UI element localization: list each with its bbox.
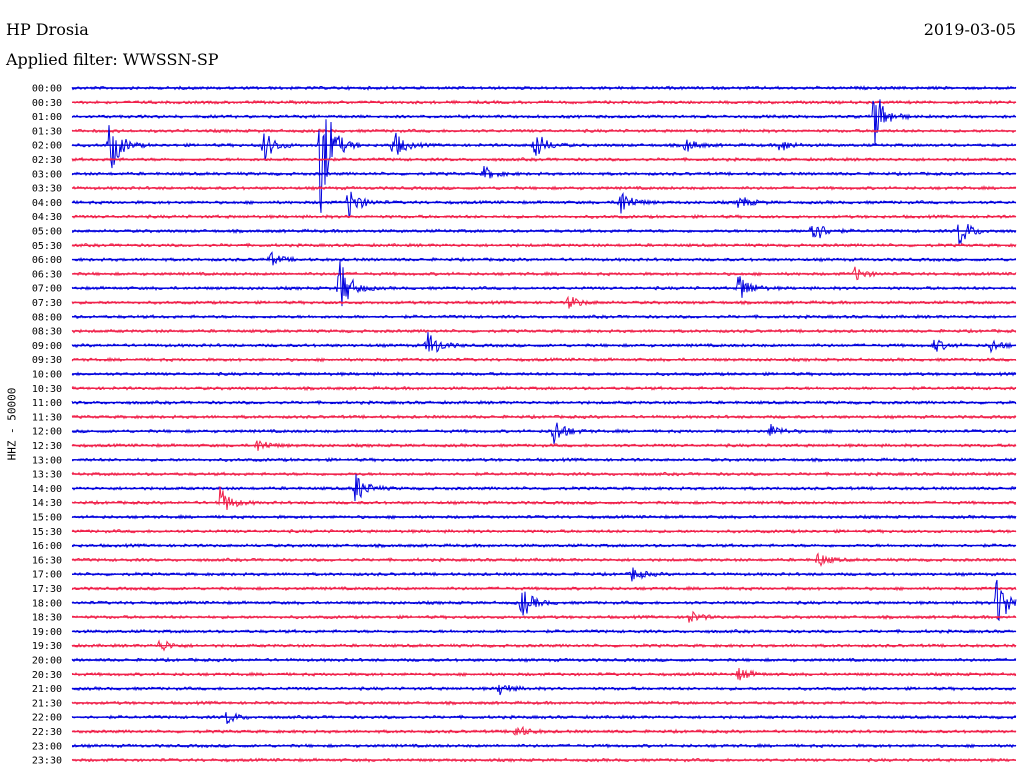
time-tick-label: 02:00: [32, 141, 62, 152]
time-tick-label: 11:30: [32, 412, 62, 423]
time-tick-label: 05:30: [32, 241, 62, 252]
time-tick-label: 18:00: [32, 598, 62, 609]
time-tick-label: 22:00: [32, 713, 62, 724]
time-tick-label: 08:30: [32, 327, 62, 338]
seismic-trace-0500: [71, 224, 1017, 245]
time-tick-label: 01:30: [32, 126, 62, 137]
time-tick-label: 18:30: [32, 613, 62, 624]
seismic-trace-2200: [71, 712, 1017, 724]
time-tick-label: 03:30: [32, 184, 62, 195]
station-title: HP Drosia: [6, 20, 89, 39]
seismic-trace-0700: [71, 261, 1017, 307]
time-tick-label: 23:30: [32, 756, 62, 767]
time-tick-label: 03:00: [32, 169, 62, 180]
date-label: 2019-03-05: [923, 20, 1016, 39]
time-tick-label: 16:30: [32, 555, 62, 566]
seismic-trace-1200: [71, 422, 1017, 444]
time-tick-label: 13:30: [32, 470, 62, 481]
time-tick-label: 00:00: [32, 84, 62, 95]
time-tick-label: 07:30: [32, 298, 62, 309]
time-tick-label: 05:00: [32, 227, 62, 238]
time-tick-label: 17:30: [32, 584, 62, 595]
time-tick-label: 06:00: [32, 255, 62, 266]
time-tick-label: 17:00: [32, 570, 62, 581]
time-tick-label: 06:30: [32, 269, 62, 280]
time-tick-label: 22:30: [32, 727, 62, 738]
time-tick-label: 20:30: [32, 670, 62, 681]
time-tick-label: 13:00: [32, 455, 62, 466]
time-tick-label: 11:00: [32, 398, 62, 409]
seismic-trace-0900: [71, 332, 1017, 354]
time-tick-label: 04:30: [32, 212, 62, 223]
time-tick-label: 14:00: [32, 484, 62, 495]
time-tick-label: 19:30: [32, 641, 62, 652]
time-tick-label: 12:30: [32, 441, 62, 452]
time-tick-label: 10:00: [32, 370, 62, 381]
time-tick-label: 12:00: [32, 427, 62, 438]
time-tick-label: 10:30: [32, 384, 62, 395]
time-tick-label: 01:00: [32, 112, 62, 123]
time-tick-label: 14:30: [32, 498, 62, 509]
time-tick-label: 19:00: [32, 627, 62, 638]
time-tick-label: 04:00: [32, 198, 62, 209]
time-tick-label: 00:30: [32, 98, 62, 109]
seismic-trace-0100: [71, 99, 1017, 145]
channel-label: HHZ - 50000: [5, 387, 19, 461]
time-tick-label: 20:00: [32, 656, 62, 667]
time-tick-label: 16:00: [32, 541, 62, 552]
seismic-trace-1400: [71, 474, 1017, 502]
time-tick-label: 02:30: [32, 155, 62, 166]
seismic-trace-0300: [71, 165, 1017, 179]
seismic-trace-2100: [71, 684, 1017, 696]
time-tick-label: 23:00: [32, 741, 62, 752]
seismic-trace-1800: [71, 579, 1017, 622]
time-tick-label: 21:00: [32, 684, 62, 695]
seismic-trace-0400: [71, 191, 1017, 218]
filter-label: Applied filter: WWSSN-SP: [6, 50, 219, 69]
time-tick-label: 15:30: [32, 527, 62, 538]
time-tick-label: 07:00: [32, 284, 62, 295]
time-tick-label: 09:00: [32, 341, 62, 352]
time-tick-label: 21:30: [32, 698, 62, 709]
time-tick-label: 15:00: [32, 513, 62, 524]
time-tick-label: 08:00: [32, 312, 62, 323]
time-tick-label: 09:30: [32, 355, 62, 366]
